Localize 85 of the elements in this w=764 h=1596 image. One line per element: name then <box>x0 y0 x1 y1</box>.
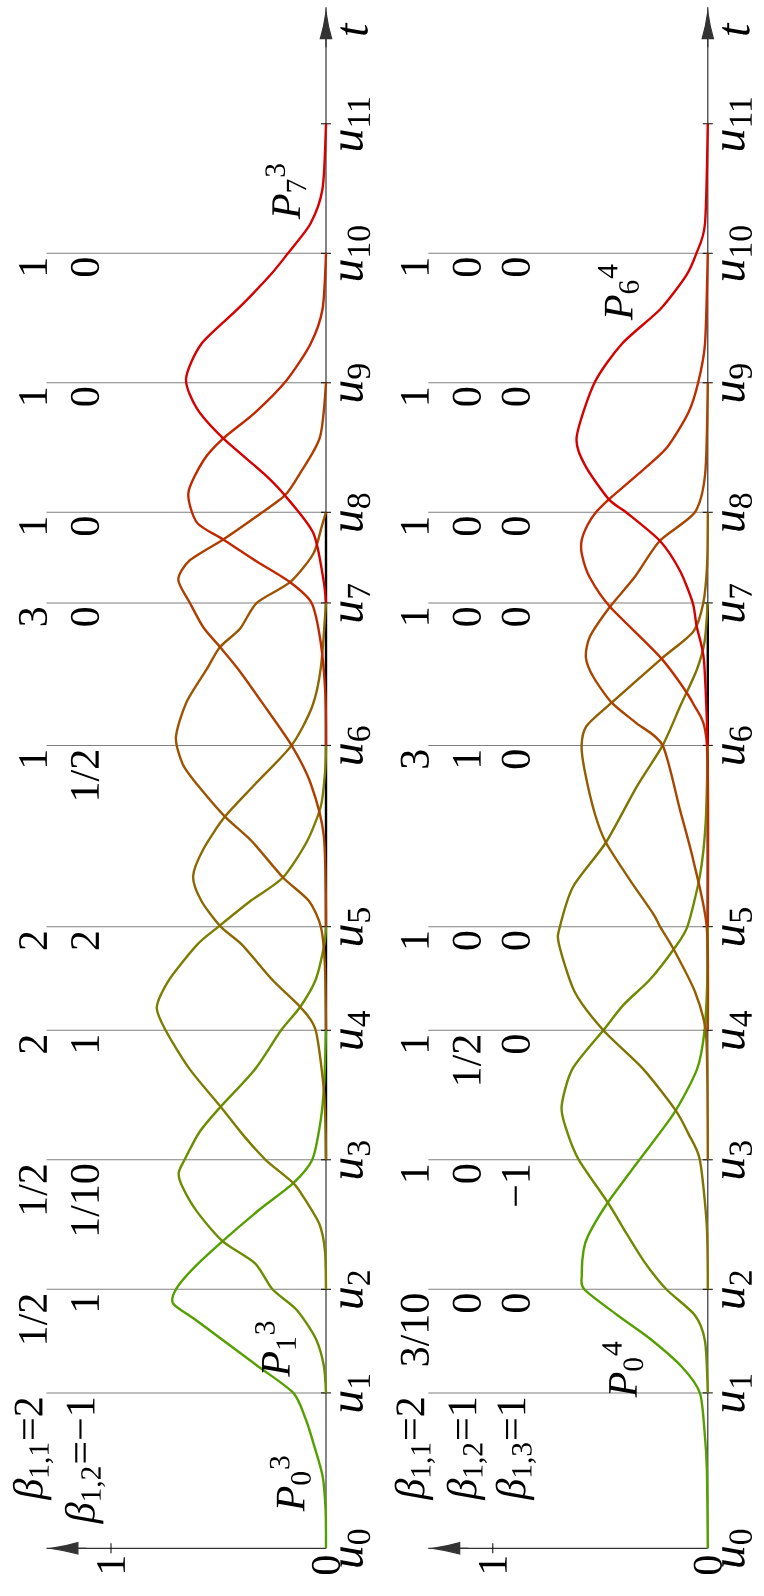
y-tick-label: u$_{7}$ <box>722 584 752 622</box>
y-tick-label: u$_{11}$ <box>722 98 752 151</box>
y-tick-label: u$_{8}$ <box>722 493 752 531</box>
y-axis-title: t <box>722 22 750 35</box>
y-tick-label: u$_{10}$ <box>722 226 752 281</box>
annotation: 3/10 <box>400 1294 429 1366</box>
y-tick-label: u$_{8}$ <box>340 493 371 531</box>
annotation: β$_{1,3}$=1 <box>495 1398 536 1501</box>
y-tick-label: u$_{2}$ <box>722 1271 752 1308</box>
annotation: 0 <box>501 931 530 950</box>
annotation: 1 <box>71 1295 99 1310</box>
y-tick-label: u$_{6}$ <box>340 726 371 764</box>
annotation: 0 <box>452 258 481 277</box>
annotation: 1 <box>19 518 47 533</box>
y-axis-title: t <box>340 22 368 35</box>
annotation: −1 <box>501 1165 530 1206</box>
annotation: 0 <box>501 1035 530 1054</box>
annotation: 0 <box>501 750 530 769</box>
annotation: 2 <box>71 932 99 950</box>
annotation: 0 <box>501 607 530 626</box>
annotation: β$_{1,2}$=−1 <box>64 1398 106 1525</box>
y-tick-label: u$_{0}$ <box>340 1529 371 1567</box>
annotation: 0 <box>452 517 481 536</box>
annotation: 3 <box>400 750 429 768</box>
x-tick-label: 0 <box>693 1556 722 1575</box>
annotation: 0 <box>70 517 100 536</box>
annotation: 1/2 <box>452 1035 481 1084</box>
annotation: 0 <box>452 607 481 626</box>
y-tick-label: u$_{9}$ <box>722 364 752 402</box>
y-tick-label: u$_{5}$ <box>722 908 752 946</box>
annotation: 1 <box>400 608 429 624</box>
y-tick-label: u$_{3}$ <box>340 1141 371 1179</box>
annotation: 1 <box>400 1036 429 1051</box>
y-tick-label: u$_{7}$ <box>340 584 370 622</box>
x-tick-label: 0 <box>311 1556 341 1575</box>
annotation: 0 <box>501 1294 530 1313</box>
y-tick-label: u$_{3}$ <box>722 1141 752 1179</box>
y-tick-label: u$_{1}$ <box>722 1375 752 1412</box>
annotation: 0 <box>501 258 530 277</box>
annotation: 1 <box>19 751 47 767</box>
y-tick-label: u$_{4}$ <box>722 1010 752 1049</box>
annotation: 1 <box>400 259 429 274</box>
annotation: 3 <box>18 607 48 626</box>
annotation: 0 <box>452 931 481 950</box>
y-tick-label: u$_{4}$ <box>340 1010 370 1049</box>
y-tick-label: u$_{5}$ <box>340 908 371 946</box>
annotation: 1 <box>71 1036 99 1051</box>
annotation: 0 <box>70 387 100 406</box>
annotation: P$_{0}$4 <box>602 1341 644 1398</box>
y-tick-label: u$_{10}$ <box>340 226 371 281</box>
annotation: 0 <box>452 1164 481 1183</box>
annotation: 0 <box>452 387 481 406</box>
annotation: 1 <box>400 932 429 948</box>
annotation: 0 <box>501 517 530 536</box>
annotation: 0 <box>70 607 100 626</box>
annotation: 2 <box>19 1036 47 1053</box>
x-tick-label: 1 <box>97 1557 125 1572</box>
annotation: 0 <box>70 258 100 277</box>
y-tick-label: u$_{2}$ <box>340 1271 370 1308</box>
y-tick-label: u$_{6}$ <box>722 726 752 764</box>
annotation: P$_{0}$3 <box>269 1456 311 1512</box>
annotation: β$_{1,1}$=2 <box>12 1398 54 1501</box>
annotation: 1 <box>400 1165 429 1181</box>
y-tick-label: u$_{1}$ <box>340 1375 370 1412</box>
annotation: 1/2 <box>18 1294 48 1343</box>
annotation: P$_{6}$4 <box>597 264 639 321</box>
annotation: 1/2 <box>70 751 100 799</box>
annotation: 1 <box>400 518 429 533</box>
annotation: 1 <box>400 388 429 404</box>
y-tick-label: u$_{0}$ <box>722 1529 752 1567</box>
annotation: β$_{1,2}$=1 <box>446 1398 487 1501</box>
annotation: 1 <box>19 259 47 274</box>
annotation: 0 <box>501 387 530 406</box>
y-tick-label: u$_{9}$ <box>340 364 371 402</box>
annotation: 1 <box>452 751 481 767</box>
y-tick-label: u$_{11}$ <box>340 98 370 151</box>
x-tick-label: 1 <box>478 1557 507 1572</box>
annotation: P$_{7}$3 <box>265 164 307 220</box>
annotation: 2 <box>19 932 47 950</box>
annotation: P$_{1}$3 <box>255 1321 296 1377</box>
annotation: 0 <box>452 1294 481 1313</box>
annotation: 1 <box>19 388 47 404</box>
annotation: 1/2 <box>18 1165 48 1214</box>
annotation: 1/10 <box>70 1164 100 1235</box>
annotation: β$_{1,1}$=2 <box>394 1398 435 1501</box>
